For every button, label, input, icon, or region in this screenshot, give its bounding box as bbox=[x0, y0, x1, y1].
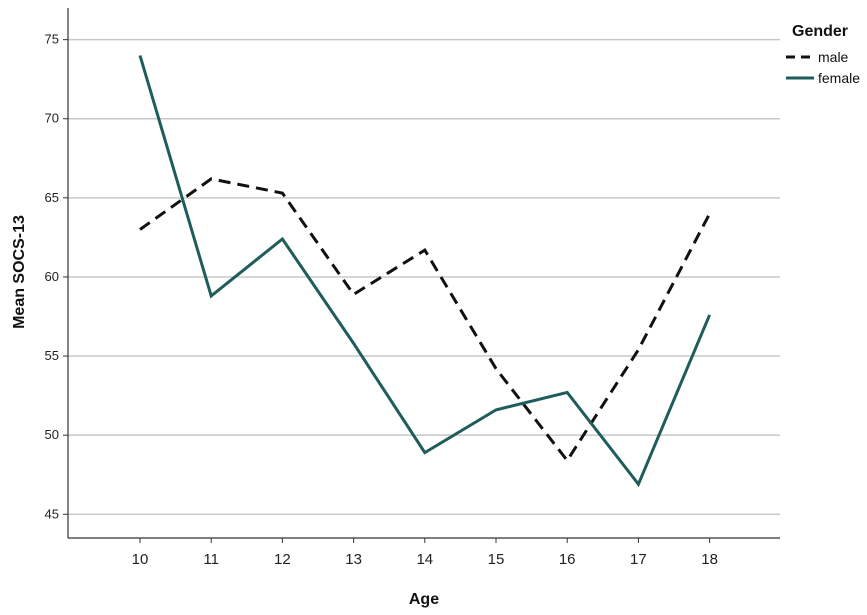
x-tick-label: 10 bbox=[132, 551, 149, 568]
y-tick-label: 60 bbox=[45, 269, 59, 284]
x-tick-label: 13 bbox=[345, 551, 362, 568]
y-tick-label: 45 bbox=[45, 506, 59, 521]
legend-title: Gender bbox=[792, 23, 848, 40]
series-line-female bbox=[138, 55, 711, 488]
x-axis-title: Age bbox=[409, 591, 439, 608]
legend-label-male: male bbox=[818, 49, 849, 65]
y-tick-label: 65 bbox=[45, 190, 59, 205]
legend: Gender male female bbox=[786, 23, 860, 86]
legend-label-female: female bbox=[818, 70, 860, 86]
y-tick-label: 50 bbox=[45, 427, 59, 442]
y-tick-label: 55 bbox=[45, 348, 59, 363]
y-tick-label: 70 bbox=[45, 111, 59, 126]
x-tick-label: 16 bbox=[559, 551, 576, 568]
x-tick-label: 12 bbox=[274, 551, 291, 568]
y-axis-title: Mean SOCS-13 bbox=[11, 215, 28, 329]
x-tick-label: 11 bbox=[203, 551, 219, 568]
series-line-male bbox=[139, 177, 711, 464]
y-tick-label: 75 bbox=[45, 32, 59, 47]
x-tick-label: 14 bbox=[416, 551, 433, 568]
x-tick-label: 17 bbox=[630, 551, 647, 568]
x-tick-label: 15 bbox=[488, 551, 505, 568]
x-tick-label: 18 bbox=[701, 551, 718, 568]
